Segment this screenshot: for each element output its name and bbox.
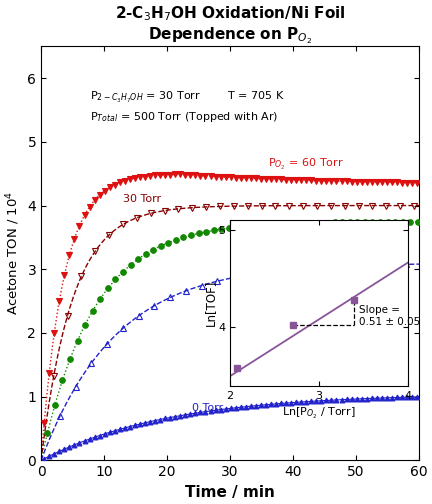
Title: 2-C$_3$H$_7$OH Oxidation/Ni Foil
Dependence on P$_{O_2}$: 2-C$_3$H$_7$OH Oxidation/Ni Foil Depende… <box>115 4 345 46</box>
X-axis label: Time / min: Time / min <box>185 485 275 500</box>
Text: 7.5 Torr: 7.5 Torr <box>274 280 316 290</box>
Text: P$_{Total}$ = 500 Torr (Topped with Ar): P$_{Total}$ = 500 Torr (Topped with Ar) <box>90 110 279 124</box>
Text: 0 Torr: 0 Torr <box>192 403 223 413</box>
Text: 15 Torr: 15 Torr <box>280 229 318 239</box>
Text: 30 Torr: 30 Torr <box>123 194 161 204</box>
Text: P$_{O_2}$ = 60 Torr: P$_{O_2}$ = 60 Torr <box>268 157 343 172</box>
Text: P$_{2-C_3H_7OH}$ = 30 Torr        T = 705 K: P$_{2-C_3H_7OH}$ = 30 Torr T = 705 K <box>90 90 285 105</box>
Y-axis label: Acetone TON / 10$^4$: Acetone TON / 10$^4$ <box>4 191 22 316</box>
